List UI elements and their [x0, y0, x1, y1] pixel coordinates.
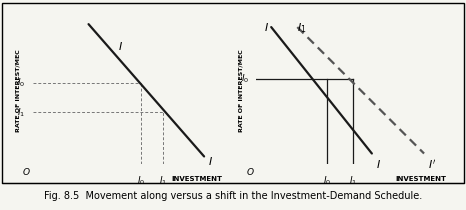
Text: INVESTMENT: INVESTMENT [172, 176, 223, 182]
Text: $I_1$: $I_1$ [159, 174, 167, 187]
Text: O: O [246, 168, 254, 177]
Text: Fig. 8.5  Movement along versus a shift in the Investment-Demand Schedule.: Fig. 8.5 Movement along versus a shift i… [44, 191, 422, 201]
Text: $I$: $I$ [208, 155, 213, 167]
Text: $I$: $I$ [376, 158, 381, 170]
Text: $I$: $I$ [118, 40, 123, 52]
Text: $I'$: $I'$ [428, 158, 436, 171]
Text: $I_1$: $I_1$ [349, 174, 357, 187]
Text: $I_0$: $I_0$ [240, 72, 249, 85]
Text: $I_0$: $I_0$ [323, 174, 331, 187]
Text: $I$: $I$ [264, 21, 269, 33]
Text: $I_1$: $I_1$ [17, 106, 25, 119]
Text: O: O [22, 168, 30, 177]
Text: RATE OF INTEREST/MEC: RATE OF INTEREST/MEC [239, 49, 244, 132]
Text: $I_0$: $I_0$ [137, 174, 145, 187]
Text: INVESTMENT: INVESTMENT [396, 176, 446, 182]
Text: RATE OF INTEREST/MEC: RATE OF INTEREST/MEC [15, 49, 20, 132]
Text: $I_0$: $I_0$ [17, 77, 25, 89]
Text: $I_1$: $I_1$ [297, 21, 307, 35]
